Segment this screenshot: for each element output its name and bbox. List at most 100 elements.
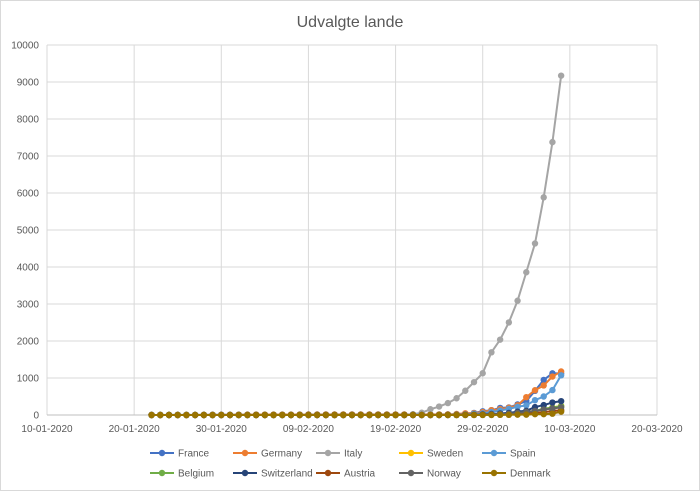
chart-title: Udvalgte lande <box>297 14 404 31</box>
y-tick-label: 8000 <box>17 115 40 126</box>
data-point <box>218 411 225 419</box>
data-point <box>488 349 495 356</box>
legend-item-spain: Spain <box>482 449 536 460</box>
data-point <box>505 411 513 419</box>
data-point <box>148 411 155 419</box>
data-point <box>549 410 556 417</box>
data-point <box>427 406 434 413</box>
data-point <box>557 72 565 79</box>
legend-label: Belgium <box>178 469 214 480</box>
data-point <box>549 138 556 146</box>
legend-swatch-marker <box>241 469 249 477</box>
x-tick-label: 30-01-2020 <box>196 424 248 435</box>
data-point <box>357 411 364 419</box>
legend-item-belgium: Belgium <box>150 469 214 480</box>
data-point <box>270 411 277 419</box>
data-point <box>523 269 530 276</box>
data-point <box>409 411 417 419</box>
legend-swatch-marker <box>490 449 498 457</box>
x-tick-label: 10-03-2020 <box>544 424 596 435</box>
legend-item-sweden: Sweden <box>399 449 463 460</box>
data-point <box>479 370 486 377</box>
legend-swatch-marker <box>490 469 498 477</box>
legend-swatch-marker <box>158 469 166 477</box>
series-italy <box>148 72 565 419</box>
data-point <box>496 336 504 343</box>
data-point <box>401 411 408 419</box>
data-point <box>549 399 556 406</box>
data-point <box>200 411 208 419</box>
data-point <box>531 397 539 404</box>
data-point <box>191 411 199 419</box>
y-tick-label: 1000 <box>17 374 40 385</box>
y-tick-label: 3000 <box>17 300 40 311</box>
data-point <box>549 386 556 394</box>
legend-label: Norway <box>427 469 461 480</box>
data-point <box>322 411 330 419</box>
data-point <box>549 405 556 412</box>
y-tick-label: 6000 <box>17 189 40 200</box>
series-group <box>148 72 565 419</box>
data-point <box>279 411 286 419</box>
data-point <box>531 410 539 418</box>
data-point <box>444 399 452 407</box>
legend: France Germany Italy Sweden Spain Belgium Swit… <box>150 449 552 480</box>
legend-swatch-marker <box>324 449 332 457</box>
legend-swatch-marker <box>324 469 332 477</box>
series-line <box>151 75 563 416</box>
data-point <box>531 240 539 247</box>
x-tick-label: 29-02-2020 <box>457 424 509 435</box>
legend-label: Switzerland <box>261 469 313 480</box>
x-axis-ticks: 10-01-2020 20-01-2020 30-01-2020 09-02-2020… <box>21 424 683 435</box>
data-point <box>540 376 547 384</box>
data-point <box>209 411 216 419</box>
data-point <box>418 411 425 419</box>
legend-swatch-marker <box>158 449 166 457</box>
legend-label: Italy <box>344 449 362 460</box>
y-tick-label: 5000 <box>17 226 40 237</box>
legend-swatch-marker <box>241 449 249 457</box>
data-point <box>540 194 547 201</box>
y-tick-label: 0 <box>33 411 39 422</box>
data-point <box>392 411 399 419</box>
data-point <box>470 411 478 419</box>
y-tick-label: 9000 <box>17 78 40 89</box>
data-point <box>427 411 434 419</box>
data-point <box>540 393 547 400</box>
y-tick-label: 4000 <box>17 263 40 274</box>
legend-label: France <box>178 449 210 460</box>
data-point <box>444 411 452 419</box>
y-tick-label: 7000 <box>17 152 40 163</box>
data-point <box>453 395 460 402</box>
x-tick-label: 19-02-2020 <box>370 424 422 435</box>
data-point <box>435 403 443 410</box>
legend-item-italy: Italy <box>316 449 362 460</box>
x-tick-label: 20-03-2020 <box>631 424 683 435</box>
data-point <box>540 410 547 418</box>
data-point <box>514 403 521 410</box>
legend-item-denmark: Denmark <box>482 469 552 480</box>
data-point <box>157 411 164 419</box>
y-tick-label: 2000 <box>17 337 40 348</box>
data-point <box>183 411 190 419</box>
data-point <box>523 402 530 409</box>
x-tick-label: 09-02-2020 <box>283 424 335 435</box>
legend-label: Germany <box>261 449 302 460</box>
data-point <box>514 297 521 304</box>
data-point <box>540 382 547 389</box>
legend-label: Spain <box>510 449 536 460</box>
y-tick-label: 10000 <box>11 41 39 52</box>
data-point <box>435 411 443 419</box>
grid-lines <box>46 44 658 416</box>
data-point <box>479 411 486 419</box>
data-point <box>505 319 513 326</box>
data-point <box>331 411 338 419</box>
series-denmark <box>148 408 565 419</box>
data-point <box>462 387 469 394</box>
legend-label: Sweden <box>427 449 463 460</box>
data-point <box>557 408 565 415</box>
data-point <box>557 397 565 405</box>
data-point <box>305 411 312 419</box>
data-point <box>374 411 382 419</box>
